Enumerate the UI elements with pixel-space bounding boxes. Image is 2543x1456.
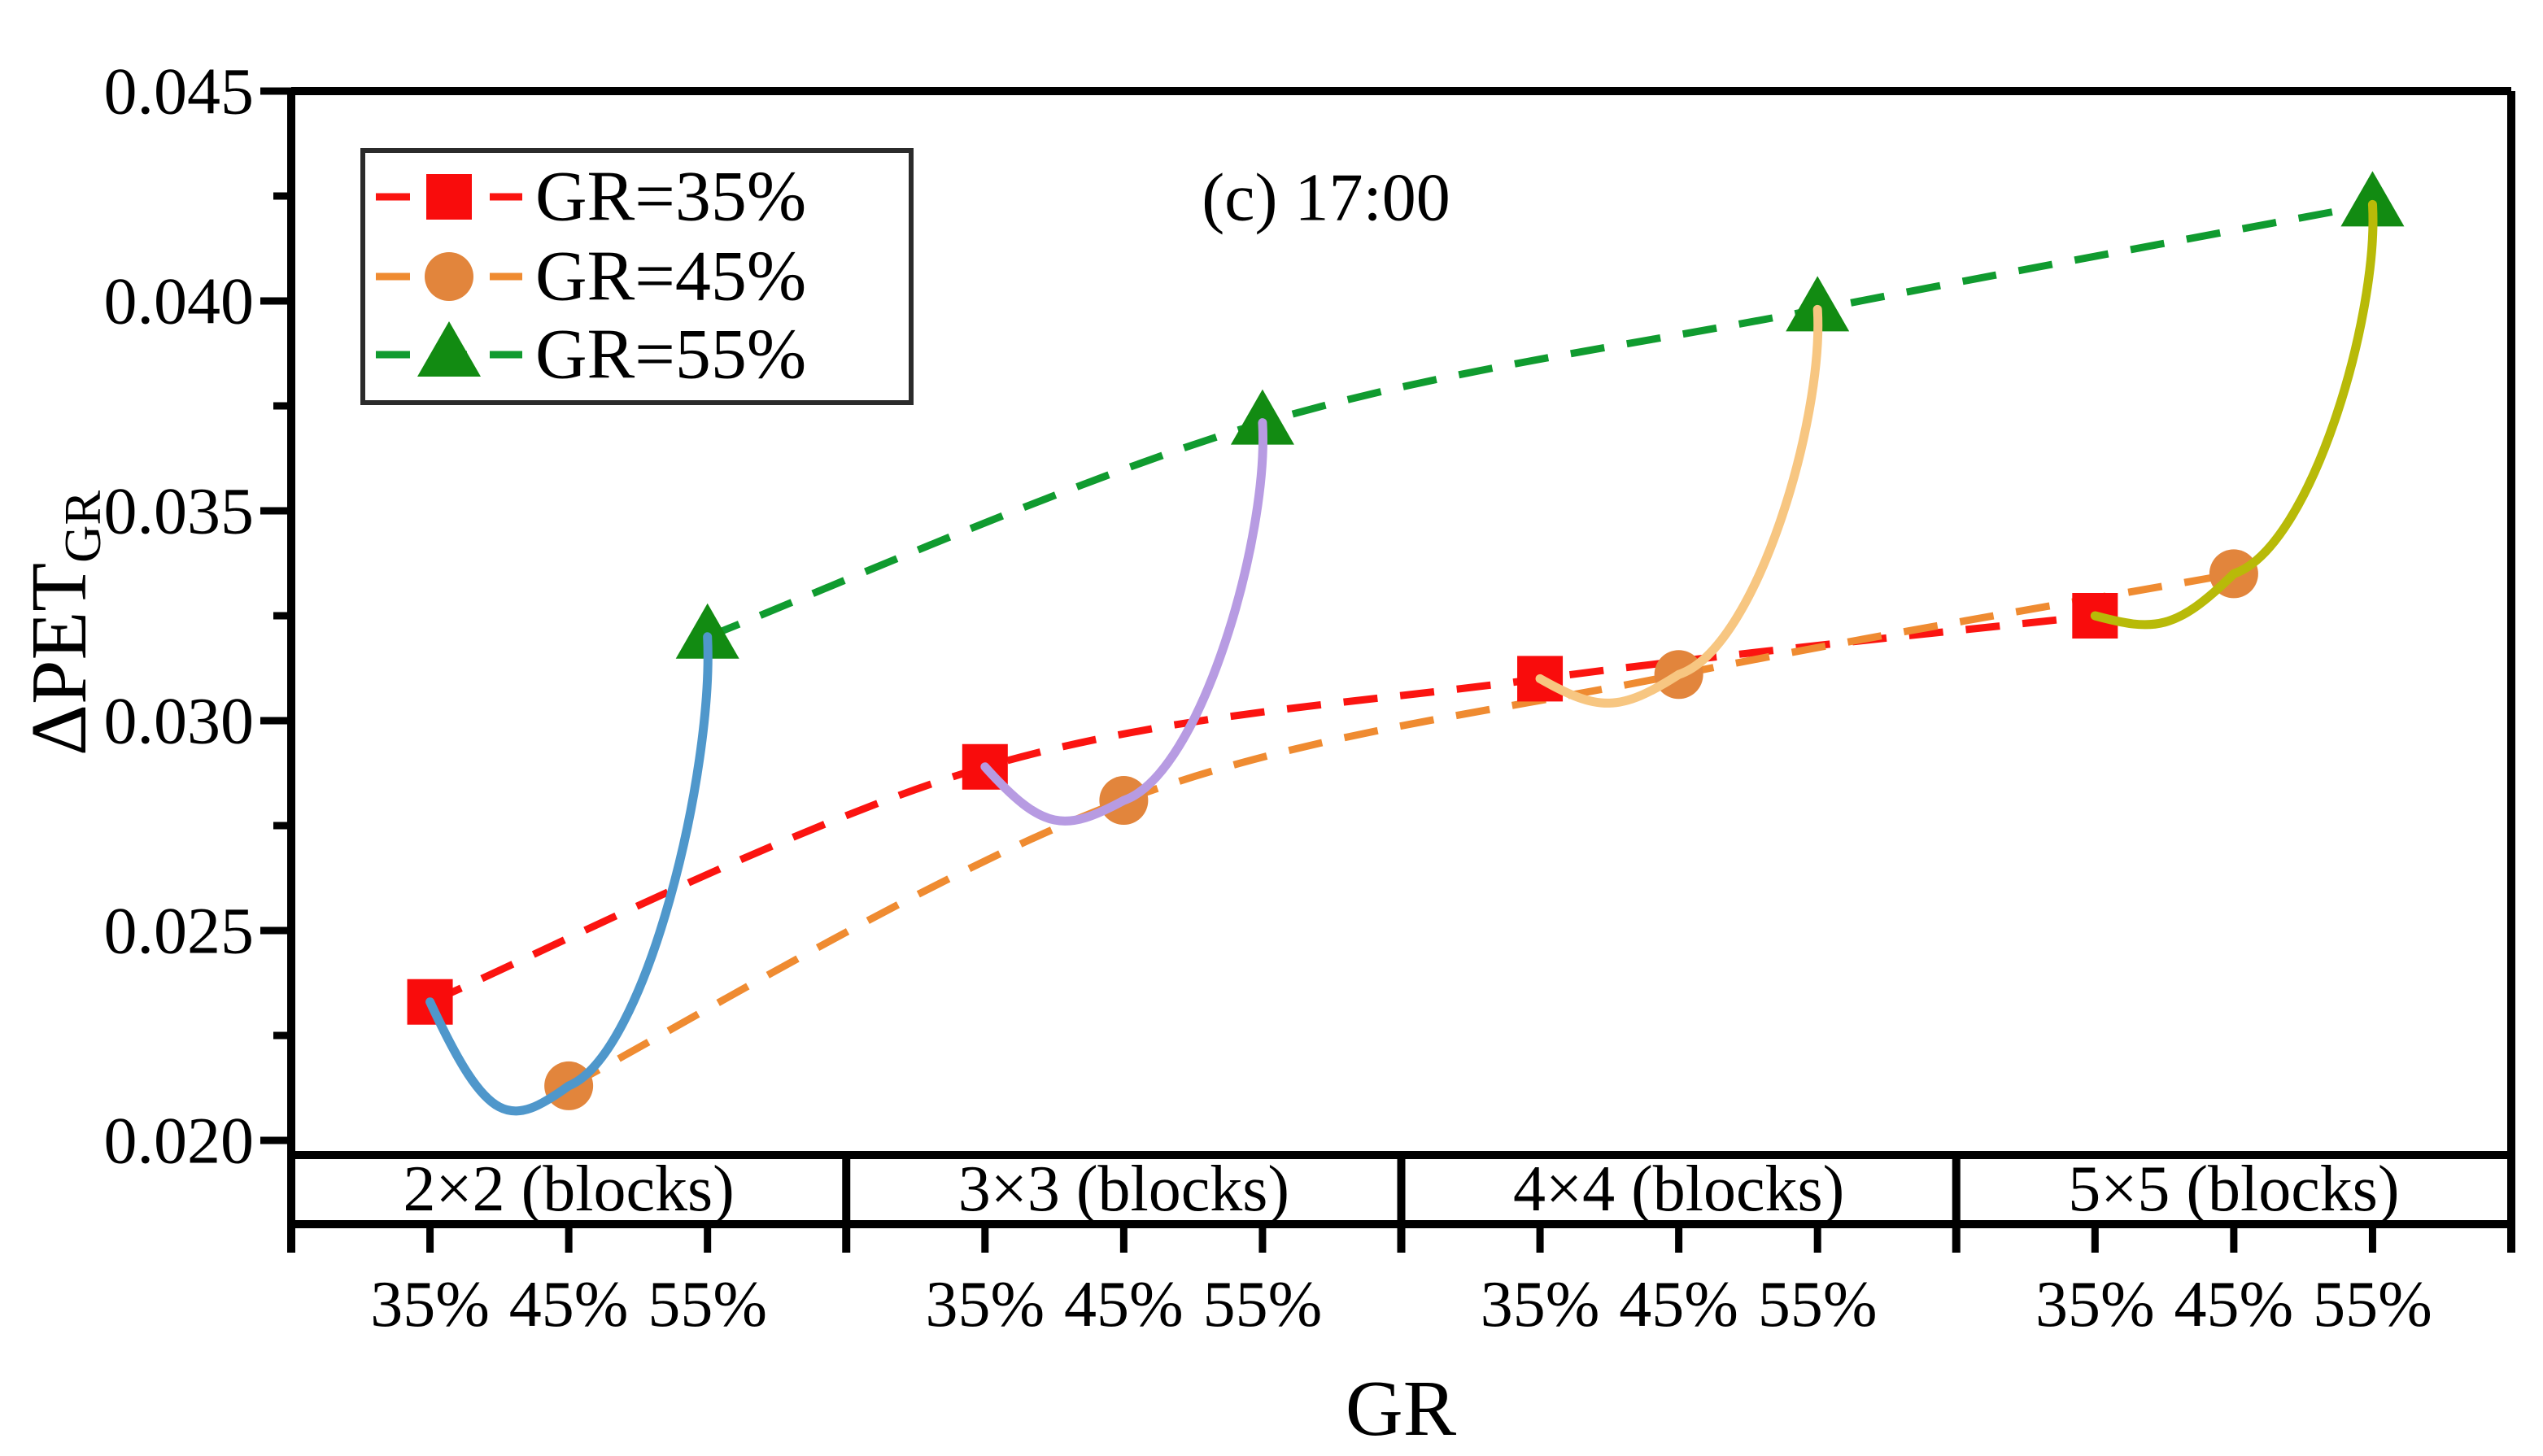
solid-connector-curve xyxy=(2090,199,2378,630)
x-tick-label: 55% xyxy=(1203,1269,1323,1340)
legend-marker-circle xyxy=(425,252,473,301)
x-tick-label: 45% xyxy=(2174,1269,2294,1340)
series-line-GR55 xyxy=(706,200,2374,640)
group-label: 5×5 (blocks) xyxy=(2068,1153,2399,1225)
legend-marker-triangle xyxy=(417,321,481,377)
y-axis-title: ΔPETGR xyxy=(14,490,113,756)
x-tick-label: 55% xyxy=(1758,1269,1878,1340)
x-tick-label: 45% xyxy=(1064,1269,1184,1340)
x-tick-label: 35% xyxy=(1481,1269,1600,1340)
legend-label: GR=55% xyxy=(535,316,806,395)
data-marker-triangle xyxy=(1786,276,1850,332)
x-tick-label: 45% xyxy=(1619,1269,1738,1340)
y-axis-title-main: ΔPET xyxy=(15,562,103,756)
chart-title: (c) 17:00 xyxy=(1202,159,1450,236)
data-marker-triangle xyxy=(1230,389,1294,445)
solid-connector-curve xyxy=(1535,304,1823,708)
solid-connector-curve xyxy=(425,632,713,1116)
y-axis-title-subscript: GR xyxy=(54,490,111,563)
x-tick-label: 45% xyxy=(509,1269,629,1340)
data-marker-triangle xyxy=(2340,171,2405,227)
series-line-GR35 xyxy=(428,612,2096,1005)
y-tick-label: 0.045 xyxy=(104,54,255,129)
x-tick-label: 35% xyxy=(370,1269,490,1340)
legend-label: GR=35% xyxy=(535,158,806,237)
series-line-GR45 xyxy=(567,569,2235,1089)
y-tick-label: 0.025 xyxy=(104,894,255,968)
group-label: 3×3 (blocks) xyxy=(958,1153,1289,1225)
x-tick-label: 35% xyxy=(2035,1269,2155,1340)
y-tick-label: 0.020 xyxy=(104,1104,255,1178)
group-label: 4×4 (blocks) xyxy=(1513,1153,1844,1225)
x-tick-label: 55% xyxy=(648,1269,767,1340)
x-tick-label: 55% xyxy=(2313,1269,2432,1340)
solid-connector-curve xyxy=(980,418,1267,826)
data-marker-triangle xyxy=(675,603,739,659)
legend-label: GR=45% xyxy=(535,238,806,316)
y-tick-label: 0.035 xyxy=(104,474,255,548)
y-tick-label: 0.030 xyxy=(104,684,255,758)
x-axis-title: GR xyxy=(1345,1365,1457,1453)
group-label: 2×2 (blocks) xyxy=(403,1153,734,1225)
x-tick-label: 35% xyxy=(925,1269,1045,1340)
y-tick-label: 0.040 xyxy=(104,264,255,338)
legend-marker-square xyxy=(426,174,472,220)
